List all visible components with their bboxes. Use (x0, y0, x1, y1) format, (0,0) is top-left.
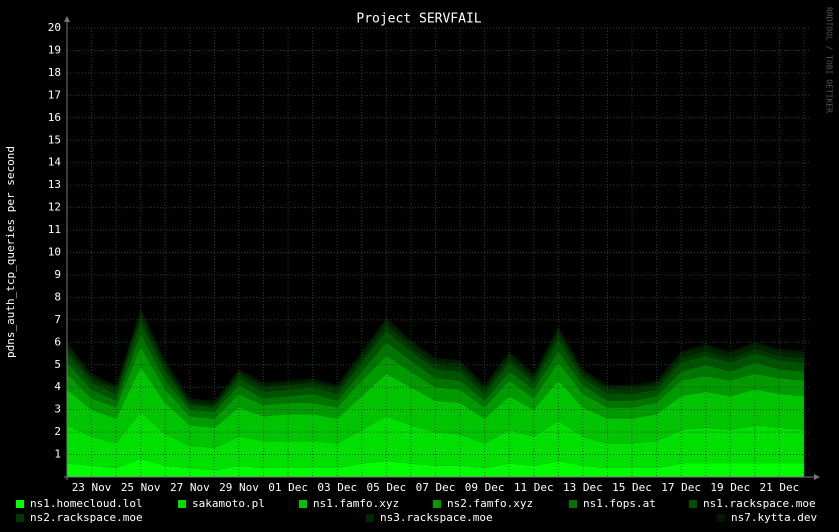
y-tick-label: 13 (48, 178, 61, 191)
y-tick-label: 6 (54, 335, 61, 348)
x-tick-label: 23 Nov (72, 481, 112, 494)
x-tick-label: 01 Dec (268, 481, 308, 494)
area (67, 411, 804, 471)
x-tick-label: 27 Nov (170, 481, 210, 494)
y-tick-label: 3 (54, 403, 61, 416)
y-tick-label: 12 (48, 201, 61, 214)
x-tick-label: 07 Dec (416, 481, 456, 494)
y-tick-label: 20 (48, 21, 61, 34)
x-tick-label: 09 Dec (465, 481, 505, 494)
y-tick-label: 4 (54, 380, 61, 393)
legend-swatch (569, 500, 577, 508)
legend-label: ns3.rackspace.moe (380, 511, 493, 524)
x-tick-label: 17 Dec (661, 481, 701, 494)
area (67, 322, 804, 412)
area (67, 315, 804, 408)
legend-label: ns2.rackspace.moe (30, 511, 143, 524)
area (67, 366, 804, 448)
y-tick-label: 17 (48, 88, 61, 101)
legend-label: ns7.kytta.dev (731, 511, 817, 524)
y-tick-label: 9 (54, 268, 61, 281)
legend-label: ns1.homecloud.lol (30, 497, 143, 510)
x-tick-label: 03 Dec (317, 481, 357, 494)
legend-swatch (178, 500, 186, 508)
area (67, 333, 804, 419)
legend-label: ns2.famfo.xyz (447, 497, 533, 510)
x-tick-label: 19 Dec (710, 481, 750, 494)
legend-swatch (16, 514, 24, 522)
watermark: RRDTOOL / TOBI OETIKER (825, 7, 834, 113)
y-tick-label: 5 (54, 358, 61, 371)
x-tick-label: 13 Dec (563, 481, 603, 494)
x-tick-label: 21 Dec (760, 481, 800, 494)
legend-swatch (299, 500, 307, 508)
y-tick-label: 11 (48, 223, 61, 236)
legend-swatch (16, 500, 24, 508)
y-tick-label: 18 (48, 66, 61, 79)
legend-label: sakamoto.pl (192, 497, 265, 510)
x-tick-label: 15 Dec (612, 481, 652, 494)
axis-arrow (64, 16, 70, 22)
y-tick-label: 19 (48, 43, 61, 56)
x-tick-label: 05 Dec (366, 481, 406, 494)
y-tick-label: 10 (48, 246, 61, 259)
chart-title: Project SERVFAIL (356, 12, 481, 27)
y-tick-label: 14 (48, 156, 62, 169)
legend-label: ns1.famfo.xyz (313, 497, 399, 510)
y-tick-label: 8 (54, 290, 61, 303)
legend-swatch (717, 514, 725, 522)
y-tick-label: 7 (54, 313, 61, 326)
x-tick-label: 11 Dec (514, 481, 554, 494)
legend-label: ns1.fops.at (583, 497, 656, 510)
legend-swatch (689, 500, 697, 508)
x-tick-label: 29 Nov (219, 481, 259, 494)
legend-swatch (433, 500, 441, 508)
x-tick-label: 25 Nov (121, 481, 161, 494)
legend-swatch (366, 514, 374, 522)
area (67, 459, 804, 477)
plot (67, 308, 804, 477)
y-axis-label: pdns_auth_tcp_queries per second (4, 146, 17, 358)
y-tick-label: 2 (54, 425, 61, 438)
y-tick-label: 16 (48, 111, 61, 124)
axis-arrow (814, 474, 820, 480)
y-tick-label: 1 (54, 448, 61, 461)
legend-label: ns1.rackspace.moe (703, 497, 816, 510)
y-tick-label: 15 (48, 133, 61, 146)
